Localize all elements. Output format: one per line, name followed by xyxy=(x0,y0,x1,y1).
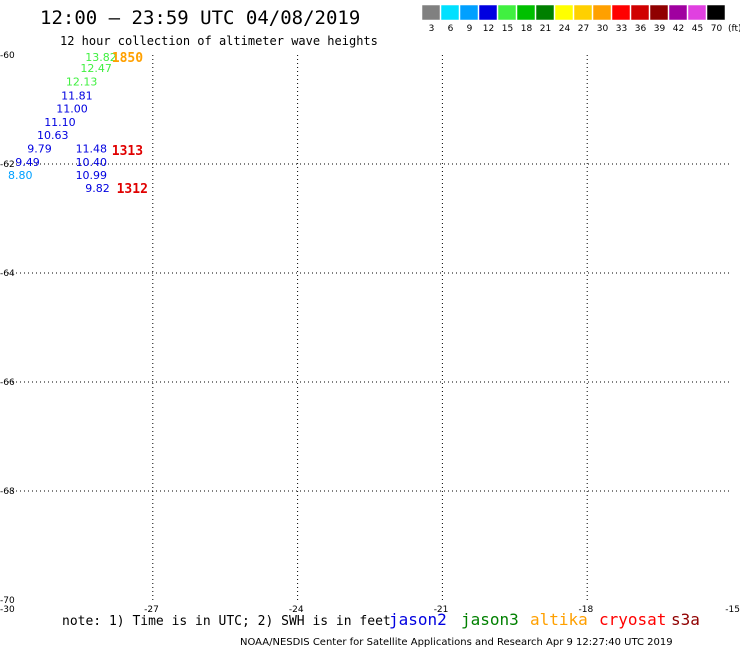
chart-title: 12:00 – 23:59 UTC 04/08/2019 xyxy=(40,7,360,29)
legend-swatch-3 xyxy=(421,4,441,21)
y-tick-label: -70 xyxy=(0,596,15,606)
swh-observation: 11.00 xyxy=(56,102,87,115)
y-tick-label: -66 xyxy=(0,378,15,388)
legend-label-15: 15 xyxy=(502,24,513,34)
chart-subtitle: 12 hour collection of altimeter wave hei… xyxy=(60,34,378,48)
x-tick-label: -15 xyxy=(725,605,740,615)
legend-swatch-21 xyxy=(535,4,555,21)
legend-label-27: 27 xyxy=(578,24,589,34)
legend-swatch-6 xyxy=(440,4,460,21)
y-tick-label: -60 xyxy=(0,51,15,61)
swh-observation: 10.63 xyxy=(37,129,69,142)
swh-observation: 9.82 xyxy=(85,182,110,195)
x-tick-label: -30 xyxy=(0,605,15,615)
y-tick-label: -64 xyxy=(0,269,15,279)
swh-observation: 12.47 xyxy=(80,62,112,75)
legend-label-36: 36 xyxy=(635,24,647,34)
footer-credit: NOAA/NESDIS Center for Satellite Applica… xyxy=(240,637,673,648)
swh-observation: 11.10 xyxy=(44,116,75,129)
swh-observation: 11.81 xyxy=(61,89,93,102)
swh-observation: 12.13 xyxy=(66,76,98,89)
legend-label-70: 70 xyxy=(711,24,723,34)
legend-label-9: 9 xyxy=(467,24,473,34)
legend-label-21: 21 xyxy=(540,24,551,34)
swh-observation: 10.40 xyxy=(76,156,108,169)
y-tick-label: -62 xyxy=(0,160,15,170)
satellite-jason2: jason2 xyxy=(389,610,447,629)
swh-observation: 9.49 xyxy=(15,156,39,169)
pass-label: 1850 xyxy=(112,51,143,66)
legend-label-18: 18 xyxy=(521,24,533,34)
x-tick-label: -24 xyxy=(289,605,304,615)
legend-swatch-70 xyxy=(706,4,726,21)
footer-note: note: 1) Time is in UTC; 2) SWH is in fe… xyxy=(62,614,391,629)
legend-swatch-45 xyxy=(687,4,707,21)
satellite-s3a: s3a xyxy=(671,610,700,629)
legend-swatch-33 xyxy=(611,4,631,21)
satellite-cryosat: cryosat xyxy=(599,610,666,629)
wave-height-observations: 13.8212.4712.1311.8111.0011.1010.639.799… xyxy=(8,51,117,195)
legend-label-30: 30 xyxy=(597,24,609,34)
swh-observation: 10.99 xyxy=(76,169,108,182)
legend-unit: (ft) xyxy=(728,24,740,34)
latitude-tick-labels: -60 -62 -64 -66 -68 -70 xyxy=(0,51,15,606)
swh-observation: 11.48 xyxy=(76,143,108,156)
legend-swatch-12 xyxy=(478,4,498,21)
legend-swatch-18 xyxy=(516,4,536,21)
pass-number-labels: 1850 1313 1312 xyxy=(112,51,148,197)
legend-label-39: 39 xyxy=(654,24,666,34)
swh-observation: 13.82 xyxy=(85,51,117,64)
legend-label-33: 33 xyxy=(616,24,627,34)
legend-swatch-9 xyxy=(459,4,479,21)
x-tick-label: -27 xyxy=(144,605,159,615)
pass-label: 1312 xyxy=(117,182,148,197)
x-tick-label: -18 xyxy=(578,605,593,615)
legend-label-42: 42 xyxy=(673,24,684,34)
lat-lon-grid xyxy=(8,55,732,600)
satellite-jason3: jason3 xyxy=(461,610,519,629)
legend-swatch-30 xyxy=(592,4,612,21)
longitude-tick-labels: -30 -27 -24 -21 -18 -15 xyxy=(0,605,740,615)
swh-observation: 9.79 xyxy=(27,143,52,156)
legend-label-12: 12 xyxy=(483,24,494,34)
legend-swatch-36 xyxy=(630,4,650,21)
legend-label-24: 24 xyxy=(559,24,571,34)
legend-label-3: 3 xyxy=(429,24,435,34)
x-tick-label: -21 xyxy=(434,605,449,615)
legend-swatch-39 xyxy=(649,4,669,21)
legend-label-45: 45 xyxy=(692,24,703,34)
legend-swatch-27 xyxy=(573,4,593,21)
satellite-altika: altika xyxy=(530,610,588,629)
legend-swatch-15 xyxy=(497,4,517,21)
pass-label: 1313 xyxy=(112,144,143,159)
legend-swatch-24 xyxy=(554,4,574,21)
legend-swatch-42 xyxy=(668,4,688,21)
legend-label-6: 6 xyxy=(448,24,454,34)
swh-observation: 8.80 xyxy=(8,169,33,182)
satellite-legend: jason2 jason3 altika cryosat s3a xyxy=(389,610,700,629)
y-tick-label: -68 xyxy=(0,487,15,497)
